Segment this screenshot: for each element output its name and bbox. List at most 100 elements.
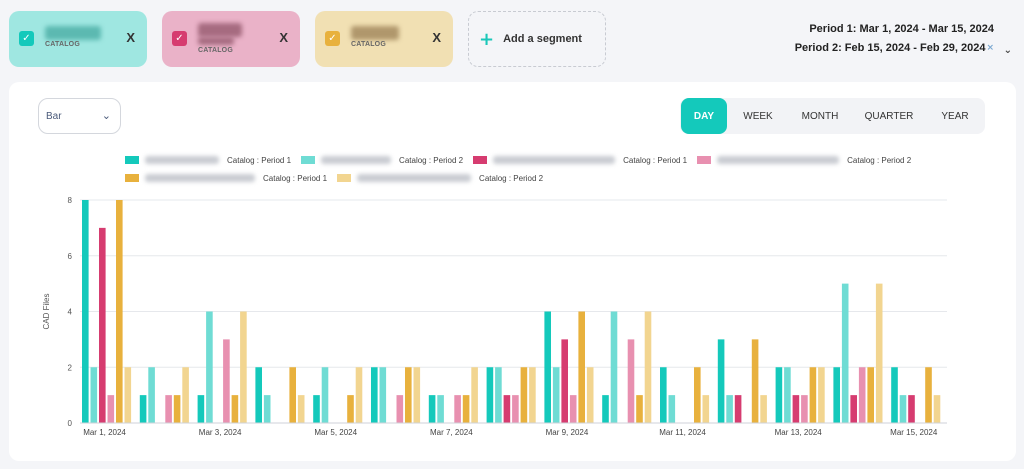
bar[interactable] xyxy=(520,367,528,423)
bar[interactable] xyxy=(818,367,825,423)
bar[interactable] xyxy=(454,395,461,423)
bar[interactable] xyxy=(486,367,494,423)
bar[interactable] xyxy=(627,339,635,423)
bar[interactable] xyxy=(726,395,733,423)
bar[interactable] xyxy=(396,395,404,423)
bar[interactable] xyxy=(99,227,106,423)
bar[interactable] xyxy=(717,339,725,423)
bar[interactable] xyxy=(405,367,412,423)
bar[interactable] xyxy=(668,395,676,423)
bar[interactable] xyxy=(561,339,568,423)
bar[interactable] xyxy=(206,311,213,424)
bar[interactable] xyxy=(124,367,132,423)
bar[interactable] xyxy=(602,395,609,423)
bar[interactable] xyxy=(867,367,874,423)
bar[interactable] xyxy=(240,311,247,424)
bar[interactable] xyxy=(471,367,478,423)
bar[interactable] xyxy=(702,395,710,423)
bar[interactable] xyxy=(529,367,536,423)
bar[interactable] xyxy=(809,367,817,423)
bar[interactable] xyxy=(437,395,444,423)
bar[interactable] xyxy=(182,367,189,423)
bar[interactable] xyxy=(694,367,701,423)
checkbox-icon[interactable]: ✓ xyxy=(19,31,34,46)
tab-day[interactable]: DAY xyxy=(681,98,727,134)
bar[interactable] xyxy=(891,367,898,423)
bar[interactable] xyxy=(503,395,511,423)
remove-segment-button[interactable]: X xyxy=(126,30,135,45)
legend-item[interactable]: Catalog : Period 1 xyxy=(125,156,291,165)
bar[interactable] xyxy=(512,395,519,423)
segment-card-2[interactable]: ✓ CATALOG X xyxy=(162,11,300,67)
chevron-down-icon[interactable]: ⌄ xyxy=(1003,45,1012,56)
bar[interactable] xyxy=(734,395,742,423)
segment-card-1[interactable]: ✓ CATALOG X xyxy=(9,11,147,67)
bar[interactable] xyxy=(552,367,560,423)
bar[interactable] xyxy=(751,339,759,423)
legend-item[interactable]: Catalog : Period 1 xyxy=(125,174,327,183)
bar[interactable] xyxy=(933,395,941,423)
bar[interactable] xyxy=(428,395,436,423)
bar[interactable] xyxy=(297,395,305,423)
legend-item[interactable]: Catalog : Period 2 xyxy=(301,156,463,165)
bar[interactable] xyxy=(784,367,791,423)
bar[interactable] xyxy=(107,395,115,423)
tab-quarter[interactable]: QUARTER xyxy=(864,110,914,122)
bar[interactable] xyxy=(90,367,98,423)
bar[interactable] xyxy=(165,395,172,423)
bar[interactable] xyxy=(355,367,363,423)
bar[interactable] xyxy=(347,395,354,423)
bar[interactable] xyxy=(139,395,147,423)
bar[interactable] xyxy=(462,395,470,423)
bar[interactable] xyxy=(858,367,866,423)
checkbox-icon[interactable]: ✓ xyxy=(172,31,187,46)
bar[interactable] xyxy=(495,367,502,423)
bar[interactable] xyxy=(899,395,907,423)
bar[interactable] xyxy=(610,311,618,424)
bar[interactable] xyxy=(660,367,667,423)
bar[interactable] xyxy=(586,367,594,423)
bar[interactable] xyxy=(223,339,230,423)
checkbox-icon[interactable]: ✓ xyxy=(325,31,340,46)
legend-item[interactable]: Catalog : Period 2 xyxy=(697,156,911,165)
bar[interactable] xyxy=(231,395,239,423)
bar[interactable] xyxy=(801,395,808,423)
bar[interactable] xyxy=(841,283,849,423)
bar[interactable] xyxy=(908,395,915,423)
bar[interactable] xyxy=(371,367,378,423)
bar[interactable] xyxy=(379,367,387,423)
bar[interactable] xyxy=(644,311,652,424)
legend-item[interactable]: Catalog : Period 2 xyxy=(337,174,543,183)
bar[interactable] xyxy=(775,367,783,423)
bar[interactable] xyxy=(544,311,551,424)
bar[interactable] xyxy=(263,395,271,423)
tab-week[interactable]: WEEK xyxy=(743,110,773,122)
bar[interactable] xyxy=(289,367,296,423)
period-selector[interactable]: Period 1: Mar 1, 2024 - Mar 15, 2024 Per… xyxy=(795,20,1012,58)
bar[interactable] xyxy=(313,395,320,423)
add-segment-button[interactable]: + Add a segment xyxy=(468,11,606,67)
bar[interactable] xyxy=(833,367,840,423)
bar[interactable] xyxy=(413,367,421,423)
legend-item[interactable]: Catalog : Period 1 xyxy=(473,156,687,165)
remove-segment-button[interactable]: X xyxy=(432,30,441,45)
bar[interactable] xyxy=(148,367,155,423)
bar[interactable] xyxy=(116,200,123,423)
chart-type-select[interactable]: Bar ⌄ xyxy=(38,98,121,134)
remove-segment-button[interactable]: X xyxy=(279,30,288,45)
bar[interactable] xyxy=(760,395,767,423)
bar[interactable] xyxy=(82,200,89,423)
bar[interactable] xyxy=(321,367,329,423)
bar[interactable] xyxy=(569,395,577,423)
bar[interactable] xyxy=(925,367,932,423)
bar[interactable] xyxy=(850,395,857,423)
bar[interactable] xyxy=(578,311,585,424)
bar[interactable] xyxy=(197,395,205,423)
segment-card-3[interactable]: ✓ CATALOG X xyxy=(315,11,453,67)
bar[interactable] xyxy=(255,367,262,423)
clear-period-icon[interactable]: × xyxy=(986,43,994,53)
tab-year[interactable]: YEAR xyxy=(941,110,969,122)
bar[interactable] xyxy=(792,395,800,423)
bar[interactable] xyxy=(173,395,181,423)
tab-month[interactable]: MONTH xyxy=(801,110,839,122)
